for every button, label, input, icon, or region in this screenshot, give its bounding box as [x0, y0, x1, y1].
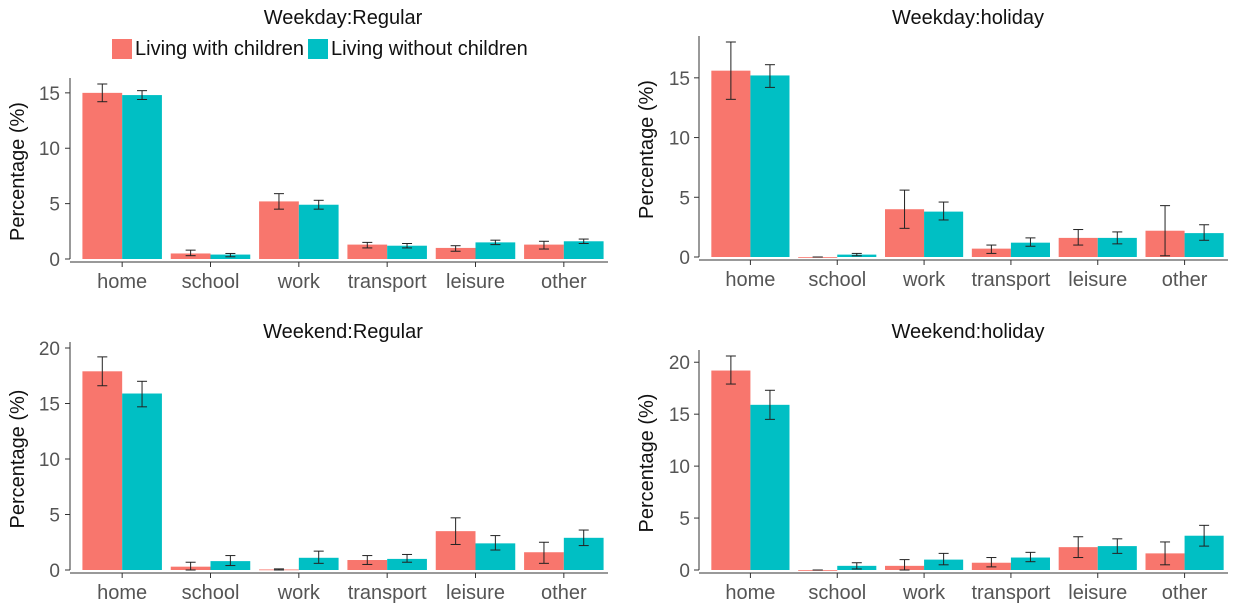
legend-item-without-children: Living without children: [307, 37, 528, 61]
chart-title: Weekend:Regular: [263, 321, 423, 343]
bar-without-home: [750, 75, 790, 257]
y-tick-label: 5: [679, 509, 690, 530]
bar-without-other: [563, 241, 604, 259]
x-tick-label: leisure: [446, 271, 505, 293]
chart-panel-3: Weekend:Regular Percentage (%) 0 5 10 15 20 hom…: [7, 321, 608, 604]
chart-title: Weekday:Regular: [264, 7, 423, 29]
y-tick-label: 10: [39, 450, 60, 471]
y-tick-label: 20: [669, 353, 690, 374]
bar-without-transport: [1010, 242, 1050, 257]
x-tick-label: other: [541, 271, 587, 293]
legend-label-with-children: Living with children: [135, 37, 304, 60]
bar-without-transport: [387, 245, 427, 259]
legend: Living with children Living without chil…: [112, 35, 532, 63]
y-tick-label: 10: [669, 457, 690, 478]
y-tick-label: 0: [49, 250, 60, 271]
bar-with-school: [170, 253, 211, 259]
y-tick-label: 0: [679, 248, 690, 269]
chart-title: Weekday:holiday: [892, 7, 1044, 29]
x-tick-label: transport: [971, 269, 1050, 291]
y-tick-label: 15: [39, 84, 60, 105]
x-tick-label: leisure: [1068, 269, 1127, 291]
x-tick-label: other: [541, 582, 587, 604]
x-tick-label: other: [1162, 269, 1208, 291]
x-tick-label: school: [808, 269, 866, 291]
y-tick-label: 15: [669, 405, 690, 426]
x-tick-label: school: [182, 271, 240, 293]
y-tick-label: 10: [39, 139, 60, 160]
x-tick-label: leisure: [446, 582, 505, 604]
x-tick-label: transport: [348, 271, 427, 293]
legend-key-with-children: [112, 39, 132, 59]
y-axis-label: Percentage (%): [7, 390, 29, 529]
y-tick-label: 15: [39, 395, 60, 416]
x-tick-label: transport: [971, 582, 1050, 604]
bar-without-work: [298, 204, 339, 259]
x-tick-label: home: [725, 269, 775, 291]
x-tick-label: work: [902, 269, 946, 291]
y-axis-label: Percentage (%): [636, 394, 658, 533]
y-tick-label: 5: [679, 188, 690, 209]
bar-with-home: [82, 371, 123, 570]
x-tick-label: work: [902, 582, 946, 604]
y-axis-label: Percentage (%): [7, 102, 29, 241]
bar-without-leisure: [1097, 237, 1137, 257]
x-tick-label: work: [277, 271, 321, 293]
x-tick-label: school: [182, 582, 240, 604]
bar-with-home: [82, 92, 123, 260]
legend-label-without-children: Living without children: [330, 37, 528, 60]
y-tick-label: 5: [49, 195, 60, 216]
bar-without-home: [122, 95, 162, 259]
chart-panel-1: Weekday:Regular Percentage (%) 0 5 10 15 home s…: [7, 7, 608, 293]
chart-panel-4: Weekend:holiday Percentage (%) 0 5 10 15 20 hom…: [636, 321, 1228, 604]
bar-without-work: [298, 557, 339, 570]
bar-with-leisure: [1058, 237, 1098, 257]
x-tick-label: school: [808, 582, 866, 604]
bar-without-other: [1184, 233, 1224, 257]
bar-with-leisure: [1058, 547, 1098, 570]
y-tick-label: 0: [679, 561, 690, 582]
bar-with-home: [711, 70, 751, 258]
x-tick-label: leisure: [1068, 582, 1127, 604]
bar-without-transport: [1010, 557, 1050, 570]
y-tick-label: 5: [49, 506, 60, 527]
bar-with-leisure: [435, 247, 476, 259]
bar-without-home: [750, 404, 790, 570]
bar-without-home: [122, 393, 162, 570]
y-tick-label: 10: [669, 129, 690, 150]
x-tick-label: other: [1162, 582, 1208, 604]
bar-with-home: [711, 370, 751, 570]
bar-without-leisure: [1097, 546, 1137, 570]
chart-title: Weekend:holiday: [891, 321, 1044, 343]
legend-key-without-children: [307, 39, 328, 59]
bar-without-leisure: [475, 242, 516, 259]
y-tick-label: 15: [669, 69, 690, 90]
x-tick-label: home: [97, 582, 147, 604]
bar-without-transport: [387, 558, 427, 570]
bar-with-transport: [347, 244, 388, 259]
y-axis-label: Percentage (%): [636, 80, 658, 219]
x-tick-label: home: [97, 271, 147, 293]
chart-panel-2: Weekday:holiday Percentage (%) 0 5 10 15 home s…: [636, 7, 1228, 291]
bar-with-transport: [347, 560, 388, 570]
legend-item-with-children: Living with children: [112, 38, 304, 61]
bar-with-work: [259, 201, 299, 259]
x-tick-label: home: [725, 582, 775, 604]
x-tick-label: transport: [348, 582, 427, 604]
bar-with-other: [524, 244, 564, 259]
y-tick-label: 20: [39, 339, 60, 360]
y-tick-label: 0: [49, 561, 60, 582]
x-tick-label: work: [277, 582, 321, 604]
